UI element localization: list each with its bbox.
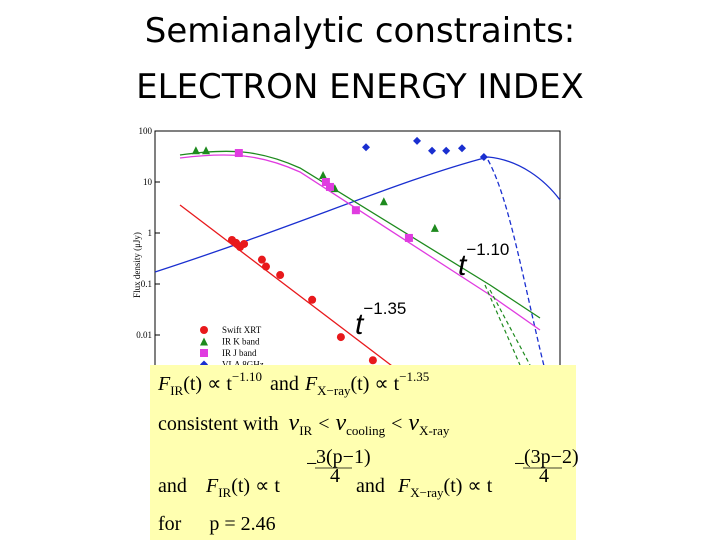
eq-part: (t) ∝ t (231, 475, 280, 497)
data-point (257, 255, 266, 264)
equation-box: FIR(t) ∝ t−1.10 and FX−ray(t) ∝ t−1.35 con… (150, 365, 579, 540)
data-point (413, 136, 422, 145)
legend-label: VLA 8GHz (222, 360, 264, 370)
eq-part: for (158, 513, 182, 535)
data-point (368, 356, 377, 365)
data-point (457, 144, 466, 153)
eq-part: (t) ∝ t (444, 475, 493, 497)
eq-part: X−ray (317, 383, 351, 398)
equation-background (150, 365, 576, 540)
data-point (261, 262, 270, 271)
data-point (191, 146, 200, 155)
eq-part: cooling (346, 423, 385, 438)
equation-line: for p = 2.46 (158, 513, 276, 535)
title-line: Semianalytic constraints: (145, 11, 576, 51)
equation-line: and FIR(t) ∝ t − 3(p−1) 4 and FX−ray(t) … (158, 446, 579, 500)
eq-part: X−ray (410, 485, 444, 500)
data-point (325, 182, 334, 191)
eq-part: IR (170, 383, 183, 398)
eq-part: < (391, 413, 402, 435)
eq-part: (t) ∝ t (350, 373, 399, 395)
eq-part: ν (335, 410, 346, 436)
data-point (430, 223, 439, 232)
eq-part: − (514, 453, 525, 475)
data-point (319, 171, 328, 180)
data-point (479, 152, 488, 161)
y-tick-label: 0.01 (136, 330, 152, 340)
eq-part: −1.10 (232, 369, 262, 384)
legend-marker (200, 337, 208, 346)
eq-part: (3p−2) (524, 446, 579, 468)
eq-part: 4 (330, 465, 340, 487)
eq-part: consistent with (158, 413, 279, 435)
y-tick-label: 10 (143, 177, 153, 187)
legend-label: Swift XRT (222, 325, 262, 335)
eq-part: ν (408, 410, 419, 436)
data-point (336, 333, 345, 342)
data-point (321, 178, 330, 186)
annotation-exponent: −1.10 (466, 240, 509, 259)
y-axis-label: Flux density (μJy) (132, 232, 142, 298)
data-point (351, 206, 360, 215)
eq-part: F (304, 373, 318, 395)
eq-part: ν (289, 410, 300, 436)
eq-part: IR (218, 485, 231, 500)
title-line: ELECTRON ENERGY INDEX (136, 67, 584, 107)
eq-part: (t) ∝ t (183, 373, 232, 395)
eq-part: and (158, 475, 187, 497)
eq-part: X-ray (419, 423, 450, 438)
annotation-base: t (355, 308, 365, 341)
data-point (428, 146, 437, 155)
data-point (442, 146, 451, 155)
annotation-base: t (458, 249, 468, 282)
eq-part: and (270, 373, 299, 395)
data-point (234, 149, 243, 158)
eq-part: < (318, 413, 329, 435)
data-point (276, 271, 285, 280)
y-tick-label: 100 (139, 126, 153, 136)
model-curve (487, 159, 546, 371)
legend-marker (200, 349, 208, 357)
model-curve (179, 150, 541, 319)
data-point (240, 239, 249, 248)
y-tick-label: 1 (148, 228, 153, 238)
data-point (379, 197, 388, 206)
eq-part: F (205, 475, 219, 497)
data-point (362, 143, 371, 152)
eq-part: −1.35 (399, 369, 429, 384)
data-point (404, 233, 413, 242)
eq-part: 3(p−1) (316, 446, 371, 468)
eq-part: F (397, 475, 411, 497)
eq-part: F (157, 373, 171, 395)
y-tick-label: 0.1 (141, 279, 152, 289)
model-curve (484, 284, 531, 366)
annotation: t−1.35 (355, 299, 406, 341)
model-curve (154, 156, 561, 273)
eq-part: IR (299, 423, 312, 438)
annotation-exponent: −1.35 (363, 299, 406, 318)
legend-label: IR K band (222, 337, 260, 347)
legend-label: IR J band (222, 348, 257, 358)
annotation: t−1.10 (458, 240, 509, 282)
eq-part: − (306, 453, 317, 475)
eq-part: 4 (539, 465, 549, 487)
data-point (202, 146, 211, 155)
eq-part: FX−ray(t) ∝ t (397, 475, 493, 500)
eq-part: p = 2.46 (209, 513, 275, 535)
equation-line: consistent with νIR < νcooling < νX-ray (158, 410, 450, 438)
model-curve (179, 154, 541, 331)
eq-part: FIR(t) ∝ t (205, 475, 280, 500)
eq-part: and (356, 475, 385, 497)
equation-line: FIR(t) ∝ t−1.10 and FX−ray(t) ∝ t−1.35 (157, 369, 429, 398)
model-curve (179, 204, 401, 373)
legend-marker (200, 326, 208, 334)
data-point (308, 295, 317, 304)
